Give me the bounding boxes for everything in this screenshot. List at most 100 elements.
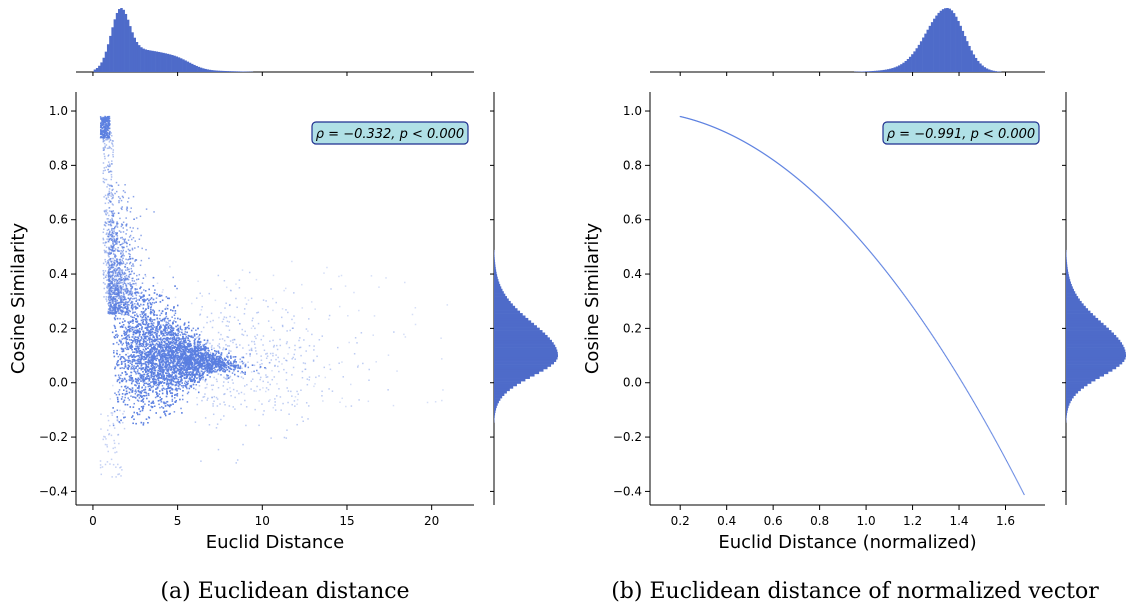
scatter-point bbox=[151, 347, 154, 349]
scatter-point bbox=[185, 328, 187, 330]
scatter-point bbox=[162, 337, 165, 340]
scatter-point bbox=[193, 343, 196, 345]
scatter-point bbox=[191, 350, 194, 353]
scatter-point bbox=[174, 364, 176, 367]
scatter-point bbox=[145, 322, 148, 324]
scatter-point bbox=[132, 336, 134, 338]
scatter-point bbox=[164, 402, 166, 405]
scatter-point bbox=[126, 343, 128, 345]
scatter-point bbox=[120, 356, 123, 358]
scatter-point bbox=[189, 343, 192, 345]
scatter-point bbox=[211, 364, 214, 367]
scatter-point bbox=[174, 371, 177, 374]
scatter-point bbox=[179, 373, 181, 376]
scatter-point bbox=[159, 339, 162, 341]
scatter-point bbox=[142, 330, 145, 333]
scatter-point bbox=[204, 358, 207, 360]
scatter-point bbox=[122, 401, 125, 403]
scatter-point bbox=[178, 381, 180, 383]
scatter-point bbox=[147, 305, 150, 308]
scatter-point bbox=[132, 320, 135, 322]
scatter-point bbox=[146, 327, 149, 329]
scatter-point bbox=[125, 380, 128, 383]
scatter-point bbox=[156, 328, 159, 330]
scatter-point bbox=[153, 363, 156, 366]
scatter-point bbox=[166, 360, 169, 362]
right-hist-bar bbox=[494, 298, 509, 302]
scatter-point bbox=[131, 341, 134, 344]
scatter-point bbox=[154, 396, 157, 399]
scatter-point bbox=[176, 389, 178, 392]
scatter-point bbox=[205, 357, 208, 360]
scatter-point bbox=[140, 319, 143, 322]
right-hist-bar bbox=[494, 364, 552, 367]
scatter-point bbox=[178, 351, 181, 353]
scatter-point bbox=[194, 346, 197, 348]
scatter-point bbox=[206, 363, 209, 366]
scatter-point bbox=[170, 326, 173, 328]
scatter-point bbox=[166, 307, 169, 310]
scatter-point bbox=[139, 376, 142, 379]
scatter-point bbox=[133, 402, 136, 405]
scatter-point bbox=[147, 364, 150, 366]
scatter-point bbox=[206, 371, 209, 373]
scatter-point bbox=[194, 368, 196, 370]
scatter-point bbox=[188, 368, 190, 370]
scatter-point bbox=[159, 317, 161, 320]
scatter-point bbox=[151, 342, 154, 344]
scatter-point bbox=[177, 334, 179, 337]
scatter-point bbox=[147, 307, 149, 309]
scatter-point bbox=[159, 348, 162, 350]
scatter-point bbox=[180, 358, 182, 360]
scatter-point bbox=[169, 367, 171, 369]
scatter-point bbox=[140, 367, 142, 369]
scatter-point bbox=[202, 357, 205, 360]
scatter-point bbox=[208, 368, 211, 370]
scatter-point bbox=[205, 354, 207, 357]
scatter-point bbox=[214, 363, 217, 365]
scatter-point bbox=[161, 364, 164, 366]
scatter-point bbox=[167, 368, 169, 370]
scatter-point bbox=[127, 355, 130, 358]
scatter-point bbox=[146, 397, 148, 400]
scatter-point bbox=[140, 345, 143, 347]
scatter-point bbox=[125, 336, 128, 338]
scatter-point bbox=[138, 408, 140, 410]
scatter-point bbox=[141, 327, 143, 329]
scatter-point bbox=[202, 356, 204, 359]
scatter-point bbox=[158, 358, 160, 361]
scatter-point bbox=[159, 295, 161, 297]
right-hist-bar bbox=[494, 359, 557, 362]
scatter-point bbox=[161, 375, 163, 378]
scatter-point bbox=[205, 358, 208, 361]
right-hist-bar bbox=[494, 351, 558, 355]
scatter-point bbox=[237, 375, 240, 378]
scatter-point bbox=[171, 344, 173, 347]
scatter-point bbox=[134, 311, 136, 313]
scatter-point bbox=[191, 365, 194, 368]
scatter-point bbox=[202, 372, 205, 374]
scatter-point bbox=[174, 384, 177, 387]
scatter-point bbox=[232, 368, 235, 371]
scatter-point bbox=[150, 325, 153, 327]
scatter-point bbox=[185, 354, 188, 356]
scatter-point bbox=[136, 379, 138, 381]
scatter-point bbox=[177, 339, 180, 342]
scatter-point bbox=[159, 399, 161, 401]
scatter-point bbox=[135, 326, 137, 329]
scatter-point bbox=[234, 356, 237, 358]
scatter-point bbox=[161, 320, 163, 322]
scatter-point bbox=[221, 364, 223, 367]
scatter-point bbox=[131, 390, 134, 393]
scatter-point bbox=[152, 328, 154, 331]
scatter-point bbox=[166, 393, 169, 395]
scatter-point bbox=[185, 350, 188, 352]
scatter-point bbox=[201, 364, 203, 367]
scatter-point bbox=[159, 406, 161, 409]
scatter-point bbox=[212, 370, 215, 372]
scatter-point bbox=[229, 367, 232, 370]
scatter-point bbox=[188, 327, 190, 330]
scatter-point bbox=[204, 348, 207, 351]
scatter-point bbox=[192, 369, 195, 372]
scatter-point bbox=[162, 401, 165, 403]
